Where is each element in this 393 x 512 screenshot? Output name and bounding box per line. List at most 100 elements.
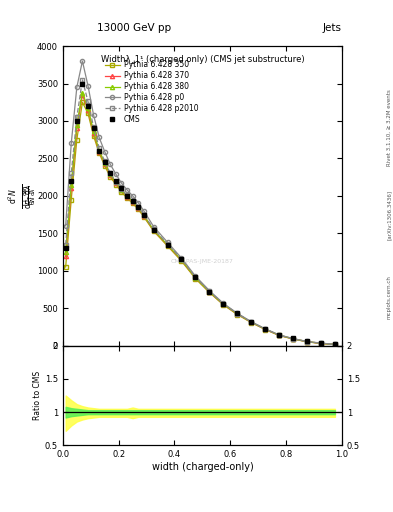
Pythia 6.428 380 (179, 257, 184, 263)
Pythia 6.428 370 (69, 185, 73, 191)
Pythia 6.428 370 (119, 187, 124, 194)
Pythia 6.428 p0 (249, 318, 253, 325)
CMS (102, 159, 107, 165)
CMS (319, 340, 323, 346)
Pythia 6.428 380 (97, 148, 101, 154)
CMS (193, 274, 198, 281)
CMS (119, 185, 124, 191)
Pythia 6.428 p2010 (63, 242, 68, 248)
Pythia 6.428 370 (125, 194, 129, 200)
Pythia 6.428 p0 (97, 134, 101, 140)
Pythia 6.428 p2010 (80, 77, 85, 83)
Pythia 6.428 370 (193, 275, 198, 281)
Pythia 6.428 380 (125, 193, 129, 199)
Pythia 6.428 350 (108, 174, 113, 180)
Pythia 6.428 370 (277, 332, 281, 338)
Pythia 6.428 380 (221, 301, 226, 307)
Pythia 6.428 350 (179, 258, 184, 264)
Pythia 6.428 370 (151, 227, 156, 233)
Pythia 6.428 p0 (75, 84, 79, 90)
Pythia 6.428 380 (102, 160, 107, 166)
Pythia 6.428 370 (136, 205, 141, 211)
Text: Widthλ_1¹ (charged only) (CMS jet substructure): Widthλ_1¹ (charged only) (CMS jet substr… (101, 55, 304, 64)
Pythia 6.428 350 (221, 302, 226, 308)
CMS (114, 178, 118, 184)
Line: Pythia 6.428 370: Pythia 6.428 370 (64, 93, 337, 347)
Pythia 6.428 p0 (125, 187, 129, 193)
Pythia 6.428 p0 (86, 83, 90, 89)
Pythia 6.428 380 (235, 311, 240, 317)
Pythia 6.428 p2010 (207, 288, 212, 294)
Pythia 6.428 p0 (119, 180, 124, 186)
Y-axis label: Ratio to CMS: Ratio to CMS (33, 371, 42, 420)
CMS (235, 310, 240, 316)
Pythia 6.428 p0 (207, 288, 212, 294)
Text: mcplots.cern.ch: mcplots.cern.ch (387, 275, 392, 319)
CMS (69, 178, 73, 184)
Pythia 6.428 p2010 (221, 301, 226, 307)
Pythia 6.428 p0 (235, 310, 240, 316)
Pythia 6.428 380 (69, 182, 73, 188)
Pythia 6.428 380 (136, 204, 141, 210)
Pythia 6.428 p0 (80, 58, 85, 64)
CMS (86, 103, 90, 109)
CMS (141, 211, 146, 218)
Pythia 6.428 p2010 (86, 98, 90, 104)
Pythia 6.428 p0 (130, 193, 135, 199)
Pythia 6.428 p2010 (69, 170, 73, 177)
Pythia 6.428 p2010 (179, 256, 184, 262)
Pythia 6.428 p0 (136, 200, 141, 206)
Pythia 6.428 350 (75, 137, 79, 143)
Pythia 6.428 p0 (179, 255, 184, 261)
Text: CMS-PAS-JME-20187: CMS-PAS-JME-20187 (171, 259, 234, 264)
Pythia 6.428 p0 (291, 335, 296, 342)
Pythia 6.428 370 (235, 311, 240, 317)
Pythia 6.428 p2010 (125, 193, 129, 199)
Pythia 6.428 350 (119, 189, 124, 195)
Line: Pythia 6.428 350: Pythia 6.428 350 (64, 100, 337, 347)
Pythia 6.428 380 (319, 340, 323, 346)
Pythia 6.428 380 (151, 227, 156, 233)
Pythia 6.428 p2010 (235, 310, 240, 316)
Pythia 6.428 370 (114, 180, 118, 186)
CMS (332, 342, 337, 348)
Pythia 6.428 p2010 (332, 342, 337, 348)
Pythia 6.428 380 (305, 338, 309, 345)
Pythia 6.428 380 (119, 187, 124, 193)
Pythia 6.428 350 (130, 200, 135, 206)
Pythia 6.428 p0 (193, 273, 198, 279)
Pythia 6.428 380 (193, 274, 198, 281)
CMS (305, 338, 309, 345)
Pythia 6.428 380 (75, 122, 79, 128)
Pythia 6.428 350 (235, 311, 240, 317)
CMS (263, 326, 268, 332)
Pythia 6.428 380 (332, 342, 337, 348)
Text: $\frac{1}{\mathrm{d}N}\frac{\mathrm{d}N}{\mathrm{d}\lambda}$: $\frac{1}{\mathrm{d}N}\frac{\mathrm{d}N}… (21, 186, 38, 205)
Pythia 6.428 350 (249, 319, 253, 326)
Pythia 6.428 350 (141, 214, 146, 220)
CMS (63, 245, 68, 251)
Text: Jets: Jets (323, 23, 342, 33)
CMS (165, 242, 170, 248)
Pythia 6.428 350 (125, 195, 129, 201)
Pythia 6.428 380 (63, 249, 68, 255)
Pythia 6.428 380 (80, 90, 85, 96)
Pythia 6.428 380 (108, 172, 113, 178)
Pythia 6.428 370 (63, 252, 68, 259)
Pythia 6.428 350 (277, 332, 281, 338)
Pythia 6.428 p0 (332, 342, 337, 348)
Pythia 6.428 370 (86, 106, 90, 113)
Pythia 6.428 350 (305, 339, 309, 345)
Pythia 6.428 350 (80, 99, 85, 105)
Pythia 6.428 350 (319, 340, 323, 347)
Pythia 6.428 p0 (63, 223, 68, 229)
Pythia 6.428 370 (249, 319, 253, 325)
Pythia 6.428 370 (305, 338, 309, 345)
Pythia 6.428 370 (80, 92, 85, 98)
Pythia 6.428 370 (263, 326, 268, 332)
Pythia 6.428 p2010 (119, 186, 124, 192)
Pythia 6.428 p2010 (291, 336, 296, 342)
Pythia 6.428 p0 (151, 223, 156, 229)
Text: Rivet 3.1.10, ≥ 3.2M events: Rivet 3.1.10, ≥ 3.2M events (387, 90, 392, 166)
Pythia 6.428 380 (207, 289, 212, 295)
